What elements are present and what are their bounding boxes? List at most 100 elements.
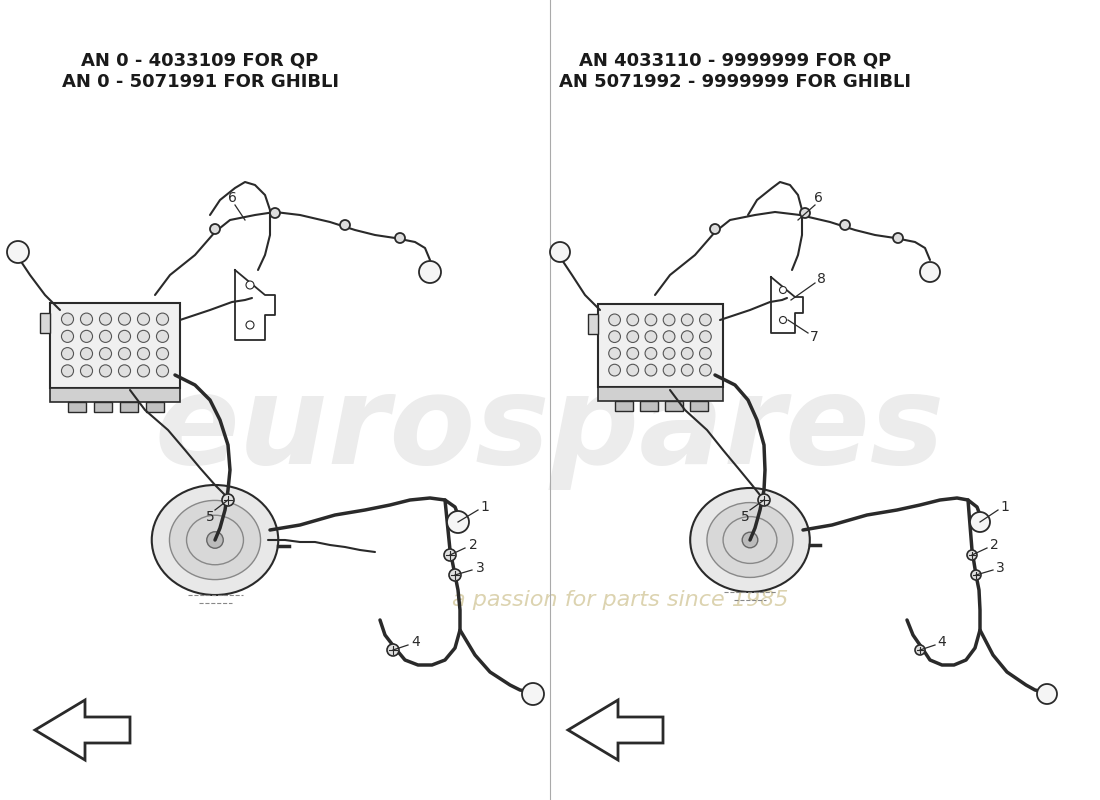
Polygon shape (568, 700, 663, 760)
Circle shape (80, 347, 92, 360)
Circle shape (246, 321, 254, 329)
Bar (95, 402, 112, 411)
Circle shape (627, 314, 639, 326)
Text: 2: 2 (990, 538, 999, 552)
Ellipse shape (707, 502, 793, 578)
Bar (40, 313, 49, 333)
Circle shape (663, 347, 675, 359)
Circle shape (138, 313, 150, 325)
Text: 2: 2 (469, 538, 477, 552)
Ellipse shape (690, 488, 810, 592)
Circle shape (681, 347, 693, 359)
Text: 1: 1 (481, 500, 490, 514)
Text: 1: 1 (1001, 500, 1010, 514)
Bar (690, 401, 707, 410)
Text: a passion for parts since 1985: a passion for parts since 1985 (452, 590, 789, 610)
Circle shape (119, 330, 131, 342)
Circle shape (99, 330, 111, 342)
Circle shape (156, 330, 168, 342)
Circle shape (138, 330, 150, 342)
Text: 5: 5 (740, 510, 749, 524)
Circle shape (447, 511, 469, 533)
Circle shape (156, 365, 168, 377)
Circle shape (758, 494, 770, 506)
Circle shape (681, 364, 693, 376)
Bar (597, 303, 723, 386)
Circle shape (62, 313, 74, 325)
Circle shape (663, 314, 675, 326)
Circle shape (700, 364, 712, 376)
Circle shape (80, 330, 92, 342)
Circle shape (1037, 684, 1057, 704)
Circle shape (80, 365, 92, 377)
Circle shape (608, 364, 620, 376)
Circle shape (780, 286, 786, 294)
Circle shape (7, 241, 29, 263)
Circle shape (893, 233, 903, 243)
Circle shape (920, 262, 940, 282)
Bar (597, 386, 723, 401)
Bar (666, 401, 682, 410)
Circle shape (99, 347, 111, 360)
Circle shape (340, 220, 350, 230)
Ellipse shape (152, 485, 278, 595)
Circle shape (608, 330, 620, 342)
Text: 4: 4 (411, 635, 420, 649)
Circle shape (742, 532, 758, 548)
Bar (640, 401, 658, 410)
Text: 3: 3 (996, 561, 1004, 575)
Text: 6: 6 (814, 191, 823, 205)
Circle shape (700, 314, 712, 326)
Circle shape (840, 220, 850, 230)
Text: 5: 5 (206, 510, 214, 524)
Circle shape (395, 233, 405, 243)
Text: 8: 8 (816, 272, 825, 286)
Ellipse shape (723, 517, 777, 563)
Polygon shape (35, 700, 130, 760)
Circle shape (138, 365, 150, 377)
Circle shape (645, 364, 657, 376)
Circle shape (967, 550, 977, 560)
Circle shape (915, 645, 925, 655)
Circle shape (444, 549, 456, 561)
Circle shape (627, 330, 639, 342)
Circle shape (119, 313, 131, 325)
Circle shape (663, 330, 675, 342)
Circle shape (99, 313, 111, 325)
Circle shape (99, 365, 111, 377)
Bar (146, 402, 164, 411)
Circle shape (419, 261, 441, 283)
Circle shape (800, 208, 810, 218)
Text: 3: 3 (475, 561, 484, 575)
Bar (68, 402, 87, 411)
Circle shape (780, 317, 786, 323)
Circle shape (522, 683, 544, 705)
Text: AN 0 - 4033109 FOR QP: AN 0 - 4033109 FOR QP (81, 51, 319, 69)
Circle shape (608, 347, 620, 359)
Text: eurospares: eurospares (155, 370, 945, 490)
Circle shape (681, 330, 693, 342)
Circle shape (645, 347, 657, 359)
Bar (50, 302, 180, 387)
Bar (120, 402, 139, 411)
Circle shape (80, 313, 92, 325)
Circle shape (246, 281, 254, 289)
Circle shape (608, 314, 620, 326)
Bar (615, 401, 632, 410)
Text: AN 5071992 - 9999999 FOR GHIBLI: AN 5071992 - 9999999 FOR GHIBLI (559, 73, 911, 91)
Circle shape (62, 347, 74, 360)
Circle shape (387, 644, 399, 656)
Text: 4: 4 (937, 635, 946, 649)
Circle shape (156, 313, 168, 325)
Bar (587, 314, 597, 334)
Circle shape (645, 314, 657, 326)
Circle shape (710, 224, 720, 234)
Circle shape (550, 242, 570, 262)
Circle shape (62, 365, 74, 377)
Circle shape (627, 347, 639, 359)
Circle shape (207, 532, 223, 548)
Circle shape (663, 364, 675, 376)
Circle shape (700, 347, 712, 359)
Circle shape (119, 347, 131, 360)
Circle shape (156, 347, 168, 360)
